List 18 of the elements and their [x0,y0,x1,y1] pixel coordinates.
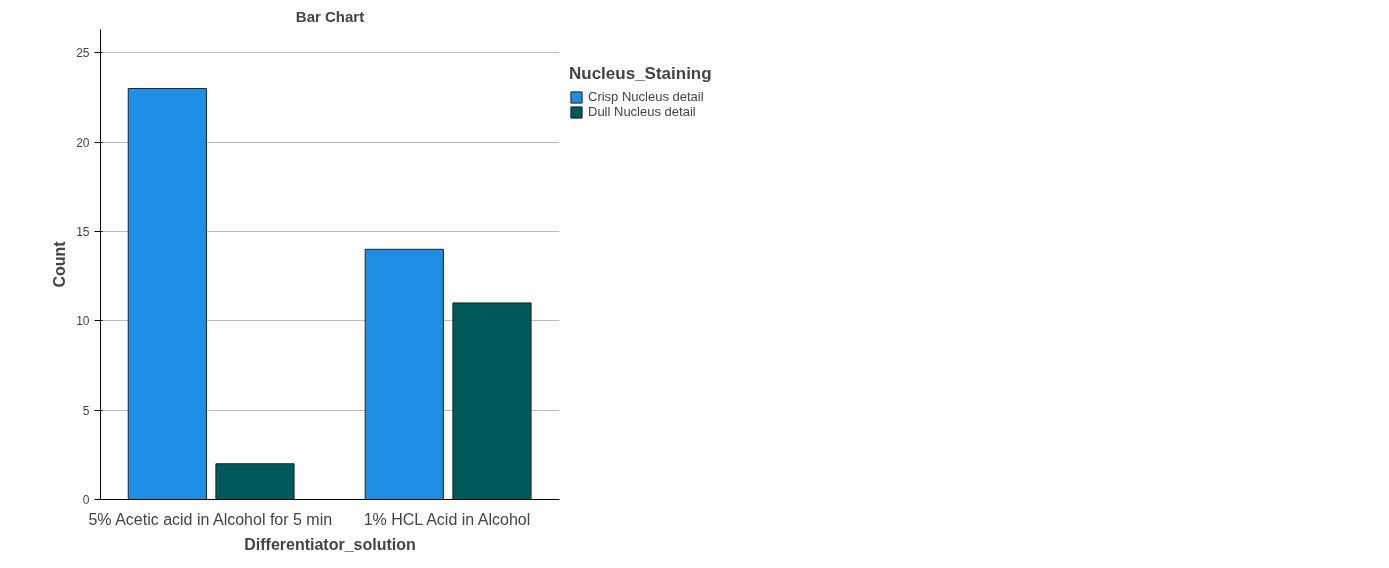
bar [215,463,295,500]
bar [452,302,532,500]
y-tick-label: 5 [82,403,90,418]
y-tick-label: 20 [76,135,90,150]
legend-label: Dull Nucleus detail [588,104,696,119]
chart-title: Bar Chart [295,7,365,25]
y-tick-label: 10 [76,314,90,329]
y-tick-label: 0 [82,493,90,507]
legend-title: Nucleus_Staining [569,64,712,84]
y-tick-label: 15 [76,224,90,239]
y-axis-title: Count [51,240,69,288]
bar [127,87,207,500]
y-tick-label: 25 [76,46,90,61]
bar [364,248,444,500]
x-tick-label: 5% Acetic acid in Alcohol for 5 min [88,510,333,528]
x-axis-title: Differentiator_solution [244,535,416,553]
x-tick-label: 1% HCL Acid in Alcohol [363,510,531,528]
legend-label: Crisp Nucleus detail [588,89,704,104]
